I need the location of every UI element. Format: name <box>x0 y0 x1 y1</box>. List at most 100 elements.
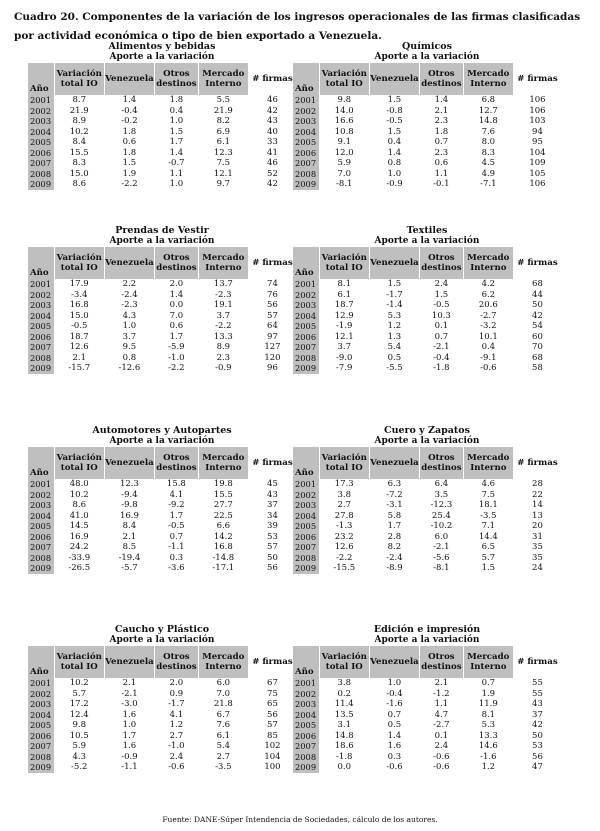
value-cell: 16.6 <box>334 116 354 126</box>
column-header-year: Año <box>28 63 54 95</box>
value-cell: 104 <box>529 147 546 158</box>
table-row: 2005 9.8 1.0 1.2 7.6 57 <box>28 720 296 731</box>
value-cell: 39 <box>267 521 278 531</box>
value-cell: -2.4 <box>386 552 403 563</box>
value-cell: 5.4 <box>216 741 231 751</box>
data-table: Año Variación total IO Venezuela Otros dest… <box>27 63 297 190</box>
value-cell: 3.8 <box>337 678 351 688</box>
table-row: 2006 14.8 1.4 0.1 13.3 50 <box>293 730 561 741</box>
table-row: 2007 12.6 9.5 -5.9 8.9 127 <box>28 342 296 353</box>
value-cell: 2.4 <box>434 741 449 751</box>
value-cell: 0.7 <box>434 137 449 147</box>
value-cell: 21.9 <box>213 105 233 116</box>
table-row: 2002 14.0 -0.8 2.1 12.7 106 <box>293 105 561 116</box>
value-cell: -3.6 <box>168 563 185 573</box>
value-cell: -0.6 <box>168 762 185 772</box>
value-cell: 6.1 <box>337 289 351 300</box>
value-cell: -3.1 <box>386 500 403 510</box>
data-table: Año Variación total IO Venezuela Otros dest… <box>27 447 297 574</box>
value-cell: -2.1 <box>433 542 450 552</box>
value-cell: 7.6 <box>481 126 496 137</box>
table-row: 2004 10.8 1.5 1.8 7.6 94 <box>293 126 561 137</box>
value-cell: 1.9 <box>122 168 137 179</box>
value-cell: 65 <box>267 699 278 709</box>
value-cell: -2.3 <box>121 300 138 310</box>
value-cell: -7.2 <box>386 489 403 500</box>
header-row: Año Variación total IO Venezuela Otros dest… <box>28 447 296 479</box>
value-cell: 0.6 <box>122 137 137 147</box>
value-cell: -0.5 <box>386 116 403 126</box>
value-cell: 1.2 <box>481 762 496 772</box>
value-cell: 46 <box>267 95 278 105</box>
value-cell: 4.5 <box>481 158 496 168</box>
value-cell: 58 <box>532 363 543 373</box>
value-cell: -9.0 <box>336 352 353 363</box>
value-cell: -3.0 <box>121 699 138 709</box>
value-cell: 43 <box>267 116 278 126</box>
value-cell: 8.9 <box>72 116 86 126</box>
table-row: 2007 5.9 0.8 0.6 4.5 109 <box>293 158 561 169</box>
value-cell: -3.5 <box>480 510 497 521</box>
column-header-year: Año <box>28 447 54 479</box>
table-row: 2004 27.8 5.8 25.4 -3.5 13 <box>293 510 561 521</box>
table-row: 2001 3.8 1.0 2.1 0.7 55 <box>293 678 561 689</box>
value-cell: 5.9 <box>337 158 351 168</box>
value-cell: 0.8 <box>387 158 402 168</box>
value-cell: 8.0 <box>481 137 496 147</box>
year-cell: 2002 <box>28 105 54 116</box>
value-cell: 1.1 <box>434 168 449 179</box>
value-cell: 2.0 <box>169 678 184 688</box>
table-row: 2008 15.0 1.9 1.1 12.1 52 <box>28 168 296 179</box>
table-row: 2003 2.7 -3.1 -12.3 18.1 14 <box>293 500 561 511</box>
value-cell: 13.7 <box>213 279 233 289</box>
column-header-year: Año <box>28 646 54 678</box>
data-table: Año Variación total IO Venezuela Otros dest… <box>27 247 297 374</box>
value-cell: -1.8 <box>336 751 353 762</box>
value-cell: 96 <box>267 363 278 373</box>
value-cell: 0.2 <box>337 688 351 699</box>
value-cell: 2.7 <box>216 751 231 762</box>
value-cell: 1.7 <box>169 137 184 147</box>
value-cell: 0.5 <box>387 720 402 730</box>
value-cell: -1.7 <box>386 289 403 300</box>
column-header-otros: Otros destinos <box>155 247 198 279</box>
value-cell: 12.0 <box>334 147 354 158</box>
value-cell: -9.4 <box>121 489 138 500</box>
value-cell: 1.2 <box>169 720 184 730</box>
value-cell: 8.3 <box>72 158 86 168</box>
table-row: 2005 8.4 0.6 1.7 6.1 33 <box>28 137 296 148</box>
value-cell: -5.6 <box>433 552 450 563</box>
value-cell: 1.0 <box>169 116 184 126</box>
year-cell: 2008 <box>293 352 319 363</box>
year-cell: 2007 <box>293 542 319 553</box>
value-cell: 6.2 <box>481 289 496 300</box>
value-cell: 9.5 <box>122 342 137 352</box>
column-header-total: Variación total IO <box>54 447 104 479</box>
year-cell: 2004 <box>293 510 319 521</box>
year-cell: 2004 <box>28 126 54 137</box>
value-cell: 104 <box>264 751 281 762</box>
value-cell: 6.0 <box>216 678 231 688</box>
table-row: 2006 12.0 1.4 2.3 8.3 104 <box>293 147 561 158</box>
table-row: 2006 12.1 1.3 0.7 10.1 60 <box>293 331 561 342</box>
year-cell: 2009 <box>293 563 319 574</box>
table-row: 2002 0.2 -0.4 -1.2 1.9 55 <box>293 688 561 699</box>
value-cell: -1.6 <box>480 751 497 762</box>
value-cell: 28 <box>532 479 543 489</box>
value-cell: 45 <box>267 479 278 489</box>
value-cell: 7.5 <box>216 158 231 168</box>
table-row: 2003 16.6 -0.5 2.3 14.8 103 <box>293 116 561 127</box>
value-cell: 10.2 <box>69 489 89 500</box>
value-cell: 1.4 <box>169 147 184 158</box>
value-cell: 2.4 <box>434 279 449 289</box>
year-cell: 2005 <box>293 321 319 332</box>
year-cell: 2009 <box>28 363 54 374</box>
value-cell: 3.7 <box>216 310 231 321</box>
value-cell: 95 <box>532 137 543 147</box>
value-cell: -0.6 <box>433 751 450 762</box>
table-row: 2009 -15.7 -12.6 -2.2 -0.9 96 <box>28 363 296 374</box>
aporte-heading: Aporte a la variación <box>374 635 480 645</box>
column-header-mercado: Mercado Interno <box>198 247 248 279</box>
value-cell: 5.7 <box>72 688 86 699</box>
value-cell: 43 <box>267 489 278 500</box>
